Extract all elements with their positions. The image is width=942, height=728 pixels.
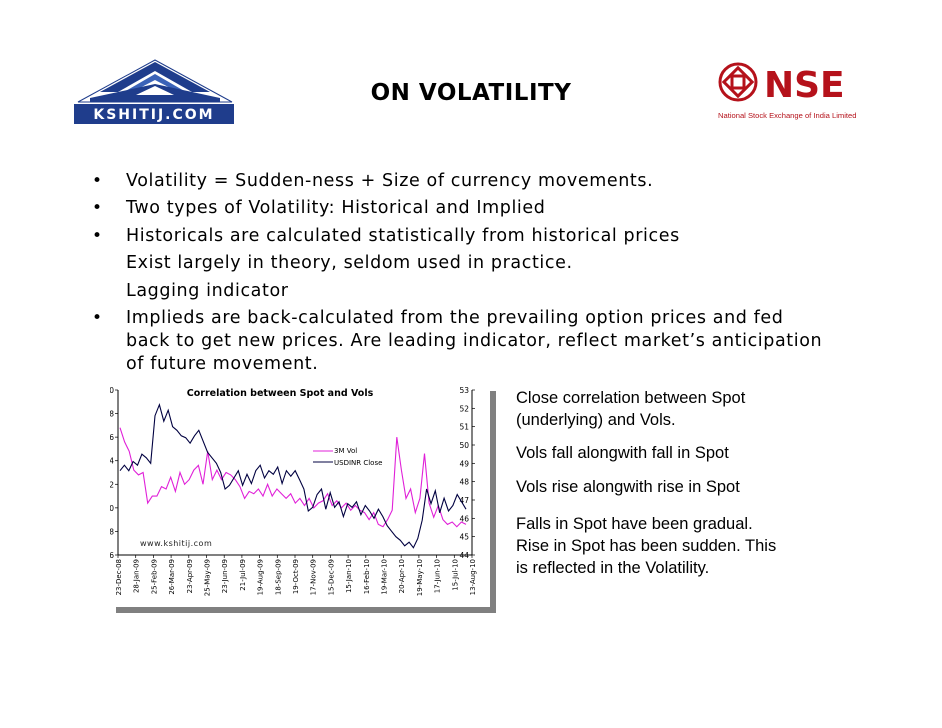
- bullet-dot: •: [92, 226, 103, 246]
- page-title: ON VOLATILITY: [370, 80, 572, 106]
- correlation-chart: Correlation between Spot and Vols www.ks…: [110, 385, 490, 607]
- x-tick-label: 25-May-09: [204, 559, 212, 596]
- nse-logo-text: NSE: [764, 65, 845, 106]
- kshitij-logo: KSHITIJ.COM: [70, 58, 240, 126]
- bullet-dot: •: [92, 308, 103, 328]
- x-tick-label: 16-Feb-10: [363, 559, 371, 594]
- left-tick-label: 12: [110, 480, 114, 489]
- bullet-text: Exist largely in theory, seldom used in …: [126, 253, 573, 273]
- bullet-text: Two types of Volatility: Historical and …: [126, 198, 546, 218]
- right-tick-label: 48: [459, 478, 469, 487]
- chart-legend: 3M Vol USDINR Close: [313, 447, 382, 467]
- x-tick-label: 13-Aug-10: [469, 559, 477, 595]
- right-tick-label: 46: [459, 514, 469, 523]
- x-tick-label: 19-Oct-09: [292, 559, 300, 594]
- nse-logo-subtitle: National Stock Exchange of India Limited: [718, 111, 856, 120]
- x-tick-label: 25-Feb-09: [150, 559, 158, 594]
- side-note-line: is reflected in the Volatility.: [516, 559, 710, 577]
- chart-title: Correlation between Spot and Vols: [187, 388, 374, 399]
- left-tick-label: 8: [110, 527, 114, 536]
- side-note-line: Falls in Spot have been gradual.: [516, 515, 753, 533]
- x-tick-label: 26-Mar-09: [168, 559, 176, 595]
- x-tick-label: 21-Jul-09: [239, 559, 247, 591]
- bullet-text: of future movement.: [126, 354, 319, 374]
- bullet-dot: •: [92, 198, 103, 218]
- side-note: Close correlation between Spot (underlyi…: [516, 387, 745, 431]
- side-note-line: Vols fall alongwith fall in Spot: [516, 444, 729, 462]
- x-tick-label: 28-Jan-09: [133, 559, 141, 593]
- x-tick-label: 15-Jul-10: [451, 559, 459, 591]
- right-tick-label: 53: [459, 386, 469, 395]
- bullet-text: back to get new prices. Are leading indi…: [126, 331, 823, 351]
- side-note-line: (underlying) and Vols.: [516, 411, 676, 429]
- kshitij-pyramid-icon: [77, 59, 233, 103]
- x-tick-label: 20-Apr-10: [398, 559, 406, 593]
- kshitij-logo-text: KSHITIJ.COM: [93, 107, 214, 123]
- left-tick-label: 6: [110, 551, 114, 560]
- side-note: Vols rise alongwith rise in Spot: [516, 476, 740, 498]
- nse-logo: NSE National Stock Exchange of India Lim…: [716, 60, 866, 122]
- chart-watermark: www.kshitij.com: [140, 539, 212, 548]
- side-note: Vols fall alongwith fall in Spot: [516, 442, 729, 464]
- x-tick-label: 15-Dec-09: [327, 559, 335, 595]
- left-tick-label: 16: [110, 433, 114, 442]
- legend-label-vol: 3M Vol: [334, 447, 357, 455]
- x-tick-label: 17-Jun-10: [434, 559, 442, 593]
- left-tick-label: 14: [110, 457, 114, 466]
- right-tick-label: 49: [459, 459, 469, 468]
- bullet-text: Lagging indicator: [126, 281, 289, 301]
- series-line-vol: [119, 427, 467, 528]
- right-tick-label: 47: [459, 496, 469, 505]
- x-tick-label: 23-Dec-08: [115, 559, 123, 595]
- x-tick-label: 18-Sep-09: [274, 559, 282, 595]
- x-tick-label: 15-Jan-10: [345, 559, 353, 593]
- right-tick-label: 44: [459, 551, 469, 560]
- x-tick-label: 17-Nov-09: [310, 559, 318, 595]
- bullet-text: Volatility = Sudden-ness + Size of curre…: [126, 171, 654, 191]
- side-note: Falls in Spot have been gradual. Rise in…: [516, 513, 776, 579]
- bullet-text: Implieds are back-calculated from the pr…: [126, 308, 784, 328]
- legend-label-spot: USDINR Close: [334, 459, 382, 467]
- bullet-text: Historicals are calculated statistically…: [126, 226, 680, 246]
- left-tick-label: 18: [110, 410, 114, 419]
- side-note-line: Close correlation between Spot: [516, 389, 746, 407]
- side-note-line: Rise in Spot has been sudden. This: [516, 537, 777, 555]
- nse-emblem-icon: [718, 62, 758, 102]
- x-tick-label: 19-Aug-09: [257, 559, 265, 595]
- x-tick-label: 23-Jun-09: [221, 559, 229, 593]
- right-tick-label: 45: [459, 533, 469, 542]
- x-tick-label: 19-May-10: [416, 559, 424, 596]
- bullet-dot: •: [92, 171, 103, 191]
- side-note-line: Vols rise alongwith rise in Spot: [516, 478, 740, 496]
- right-tick-label: 52: [459, 404, 469, 413]
- x-tick-label: 23-Apr-09: [186, 559, 194, 593]
- left-tick-label: 20: [110, 386, 114, 395]
- x-tick-label: 19-Mar-10: [381, 559, 389, 595]
- right-tick-label: 51: [459, 423, 469, 432]
- series-line-spot: [119, 402, 467, 549]
- left-tick-label: 10: [110, 504, 114, 513]
- right-tick-label: 50: [459, 441, 469, 450]
